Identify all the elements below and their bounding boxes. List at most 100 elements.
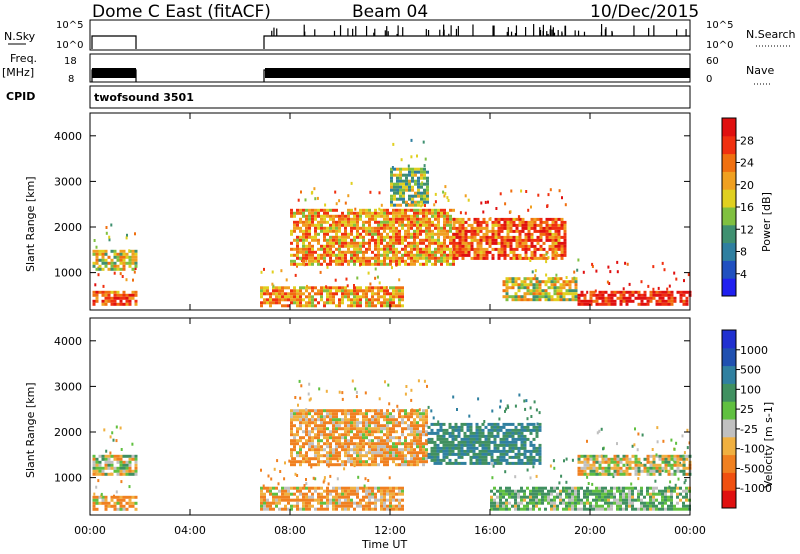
power-cell bbox=[275, 298, 278, 302]
power-cell bbox=[452, 244, 456, 248]
velocity-cell bbox=[502, 440, 506, 444]
velocity-cell bbox=[365, 454, 368, 458]
power-cell bbox=[557, 238, 561, 242]
power-cell bbox=[502, 283, 506, 287]
power-cell bbox=[527, 220, 531, 224]
velocity-cell bbox=[532, 495, 535, 499]
velocity-cell bbox=[487, 446, 491, 450]
velocity-cell bbox=[389, 451, 392, 455]
velocity-cell bbox=[595, 504, 598, 508]
power-cell bbox=[101, 261, 105, 265]
velocity-cell bbox=[404, 427, 407, 431]
velocity-cell bbox=[472, 440, 476, 444]
velocity-cell bbox=[404, 412, 407, 416]
velocity-cell bbox=[454, 461, 458, 465]
power-cell bbox=[107, 296, 111, 300]
velocity-cell bbox=[116, 469, 120, 473]
velocity-cell bbox=[634, 469, 638, 473]
power-cell bbox=[359, 217, 362, 221]
velocity-cell bbox=[547, 492, 550, 496]
power-cell bbox=[423, 197, 426, 201]
power-cell bbox=[305, 253, 308, 257]
velocity-cell bbox=[383, 498, 386, 502]
velocity-cell bbox=[317, 439, 320, 443]
velocity-cell bbox=[92, 507, 96, 511]
velocity-cell bbox=[664, 457, 668, 461]
velocity-cell bbox=[95, 507, 99, 511]
velocity-cell bbox=[305, 482, 308, 486]
velocity-cell bbox=[425, 409, 428, 413]
power-cell bbox=[652, 265, 655, 269]
power-cell bbox=[658, 302, 662, 306]
velocity-cell bbox=[362, 436, 365, 440]
power-cell bbox=[383, 211, 386, 215]
power-cell bbox=[631, 299, 635, 303]
velocity-cell bbox=[317, 507, 320, 511]
velocity-cell bbox=[454, 428, 458, 432]
power-cell bbox=[437, 220, 440, 224]
velocity-cell bbox=[592, 463, 596, 467]
velocity-cell bbox=[439, 434, 443, 438]
velocity-cell bbox=[335, 412, 338, 416]
power-cell bbox=[380, 211, 383, 215]
power-cell bbox=[308, 241, 311, 245]
velocity-cell bbox=[637, 492, 640, 496]
power-cell bbox=[299, 229, 302, 233]
power-cell bbox=[365, 256, 368, 260]
power-cell bbox=[550, 283, 554, 287]
power-cell bbox=[467, 217, 471, 221]
velocity-cell bbox=[523, 492, 526, 496]
power-cell bbox=[573, 276, 576, 280]
velocity-cell bbox=[592, 507, 595, 511]
power-cell bbox=[580, 290, 584, 294]
velocity-cell bbox=[359, 436, 362, 440]
power-cell bbox=[535, 289, 539, 293]
velocity-cell bbox=[368, 486, 371, 490]
power-cell bbox=[607, 302, 611, 306]
velocity-cell bbox=[332, 424, 335, 428]
velocity-cell bbox=[317, 412, 320, 416]
velocity-cell bbox=[386, 418, 389, 422]
power-cell bbox=[479, 235, 483, 239]
velocity-cell bbox=[347, 442, 350, 446]
velocity-cell bbox=[580, 469, 584, 473]
power-cell bbox=[407, 256, 410, 260]
power-cell bbox=[551, 220, 555, 224]
velocity-cell bbox=[631, 504, 634, 508]
power-cell bbox=[359, 211, 362, 215]
power-cell bbox=[359, 247, 362, 251]
power-cell bbox=[461, 238, 465, 242]
power-cell bbox=[643, 296, 647, 300]
power-cell bbox=[553, 280, 557, 284]
power-cell bbox=[512, 217, 516, 221]
velocity-cell bbox=[454, 434, 458, 438]
power-cell bbox=[399, 194, 402, 198]
power-cell bbox=[551, 235, 555, 239]
velocity-cell bbox=[338, 451, 341, 455]
power-cell bbox=[323, 232, 326, 236]
velocity-cell bbox=[308, 507, 311, 511]
power-cell bbox=[374, 256, 377, 260]
velocity-cell bbox=[341, 427, 344, 431]
power-cell bbox=[128, 258, 132, 262]
velocity-cell bbox=[383, 424, 386, 428]
power-cell bbox=[594, 289, 597, 293]
velocity-cell bbox=[411, 408, 414, 412]
power-cell bbox=[296, 223, 299, 227]
power-cell bbox=[655, 299, 659, 303]
power-cell bbox=[323, 256, 326, 260]
velocity-cell bbox=[550, 498, 553, 502]
power-cell bbox=[287, 286, 290, 290]
power-cell bbox=[655, 302, 659, 306]
velocity-cell bbox=[535, 425, 539, 429]
velocity-cell bbox=[487, 422, 491, 426]
velocity-cell bbox=[341, 436, 344, 440]
power-cell bbox=[347, 220, 350, 224]
power-cell bbox=[461, 241, 465, 245]
velocity-cell bbox=[305, 486, 308, 490]
power-cell bbox=[398, 295, 401, 299]
velocity-cell bbox=[601, 498, 604, 502]
velocity-cell bbox=[92, 457, 96, 461]
velocity-cell bbox=[97, 479, 100, 483]
power-cell bbox=[531, 270, 534, 274]
